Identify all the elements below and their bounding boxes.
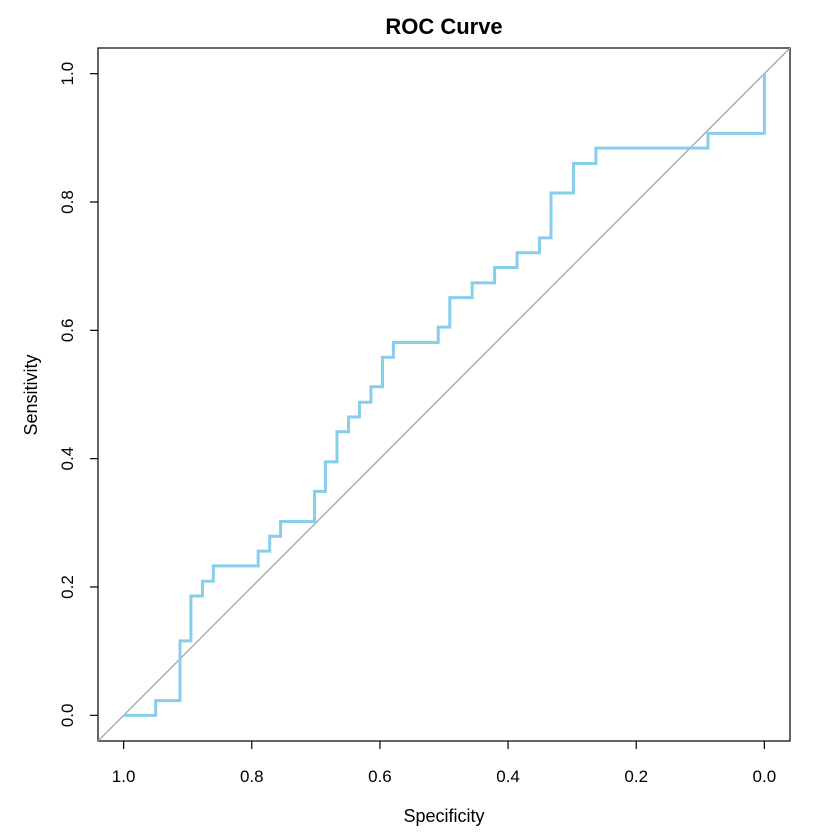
x-tick-label: 1.0 bbox=[112, 767, 136, 786]
roc-curve-line bbox=[123, 73, 766, 717]
y-tick-label: 0.8 bbox=[58, 190, 77, 214]
x-axis-label: Specificity bbox=[403, 806, 484, 826]
y-axis-label: Sensitivity bbox=[21, 354, 41, 435]
y-tick-label: 0.4 bbox=[58, 447, 77, 471]
plot-frame bbox=[97, 47, 791, 742]
x-tick-label: 0.0 bbox=[753, 767, 777, 786]
reference-diagonal bbox=[98, 48, 790, 741]
x-tick-label: 0.4 bbox=[496, 767, 520, 786]
y-tick-label: 0.2 bbox=[58, 575, 77, 599]
x-axis: 1.0 0.8 0.6 0.4 0.2 0.0 bbox=[112, 741, 776, 786]
y-tick-label: 0.0 bbox=[58, 704, 77, 728]
y-axis: 0.0 0.2 0.4 0.6 0.8 1.0 bbox=[58, 62, 98, 727]
x-tick-label: 0.8 bbox=[240, 767, 264, 786]
chart-title: ROC Curve bbox=[385, 14, 502, 39]
y-tick-label: 0.6 bbox=[58, 319, 77, 343]
y-tick-label: 1.0 bbox=[58, 62, 77, 86]
x-tick-label: 0.6 bbox=[368, 767, 392, 786]
x-tick-label: 0.2 bbox=[624, 767, 648, 786]
